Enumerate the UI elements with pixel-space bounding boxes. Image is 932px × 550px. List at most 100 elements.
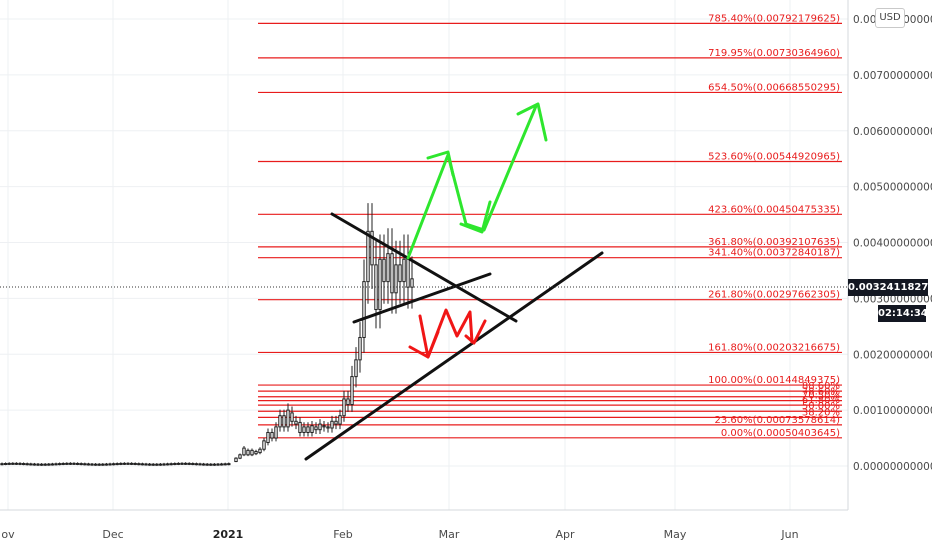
candle [101,463,105,466]
candle [294,415,298,430]
price-tick-label: 0.00200000000 [853,349,932,361]
price-tick-label: 0.00100000000 [853,405,932,417]
arrowhead-3 [516,102,548,142]
candle [274,422,278,442]
time-tick-label: Feb [333,528,352,541]
candle [270,428,274,442]
price-tick-label: 0.00000000000 [853,461,932,473]
candle [362,259,366,353]
arrowhead-2 [459,200,492,234]
arrowhead-1 [426,150,455,177]
time-tick-label: ov [1,528,15,541]
candle [298,417,302,437]
fib-level-label: 654.50%(0.00668550295) [708,82,840,93]
candle [402,234,406,304]
price-axis[interactable]: 0.008000000000.007000000000.006000000000… [853,14,932,473]
candle [183,462,188,466]
time-tick-label: Mar [439,528,460,541]
candle [144,462,148,466]
candle [219,462,224,466]
candle [21,462,26,466]
candle [187,462,191,466]
candle [133,462,137,466]
fib-level-label: 70.50% [802,391,840,402]
candle [129,462,134,466]
candle [306,422,310,437]
candle [262,437,266,452]
fib-level-label: 0.00%(0.00050403645) [721,428,840,439]
currency-badge[interactable]: USD [875,8,905,28]
fib-level-label: 78.60% [802,387,840,398]
candle [140,462,145,466]
drawings[interactable] [304,102,604,461]
bearish-arrowhead-1 [408,330,440,359]
candle [326,422,330,433]
candle [216,463,220,466]
candle [286,403,290,432]
candle [0,462,4,466]
fib-level-label: 61.80% [802,395,840,406]
candle [122,462,127,466]
candle [29,462,33,466]
candle-countdown: 02:14:34 [878,305,928,322]
candle [93,463,98,466]
candle [194,462,199,466]
fib-level-label: 38.20% [802,407,840,418]
fib-level-label: 88.60% [802,381,840,392]
candle [198,462,202,466]
candle [104,462,109,466]
candle [14,462,19,466]
candle [354,347,358,388]
candle [151,463,155,466]
candle [11,462,15,465]
time-axis[interactable]: ov Dec 2021 Feb Mar Apr May Jun [1,528,798,541]
candle [338,409,342,430]
candle [180,462,184,466]
candle [36,463,40,466]
candle [398,240,402,304]
bearish-arrowhead-2 [464,319,487,345]
candle [86,462,91,466]
candle [3,462,8,466]
current-price-tag: 0.00324118278 [848,279,932,296]
fib-level-label: 785.40%(0.00792179625) [708,13,840,24]
price-tick-label: 0.00600000000 [853,126,932,138]
candle [238,453,242,460]
price-tick-label: 0.00400000000 [853,238,932,250]
candle [155,463,159,466]
candle [18,462,22,466]
candle [32,462,37,466]
lower-channel-line[interactable] [352,272,492,324]
candle [334,415,338,430]
candle [390,228,394,314]
candle [258,447,262,455]
upper-trendline[interactable] [330,212,518,323]
candle [115,462,119,466]
time-tick-label: Dec [102,528,123,541]
time-tick-label: 2021 [213,528,244,541]
candle [43,463,47,466]
fib-level-label: 261.80%(0.00297662305) [708,290,840,301]
candle [47,462,51,466]
candle [162,462,166,466]
candle [68,462,73,465]
candle [50,462,55,466]
bullish-arrow-path [406,104,538,260]
candle [209,463,213,466]
candle [358,322,362,373]
fib-level-label: 341.40%(0.00372840187) [708,248,840,259]
candle [97,463,101,466]
fibonacci-extension[interactable]: 785.40%(0.00792179625) 719.95%(0.00730364… [258,13,842,439]
candle [90,462,94,466]
candle [176,462,181,466]
candle [342,390,346,422]
candle [350,365,354,412]
time-tick-label: Apr [555,528,575,541]
fib-level-label: 161.80%(0.00203216675) [708,342,840,353]
candle [169,462,173,466]
candle [7,462,11,466]
fib-level-label: 423.60%(0.00450475335) [708,204,840,215]
candle [79,462,83,466]
candle [57,462,62,466]
